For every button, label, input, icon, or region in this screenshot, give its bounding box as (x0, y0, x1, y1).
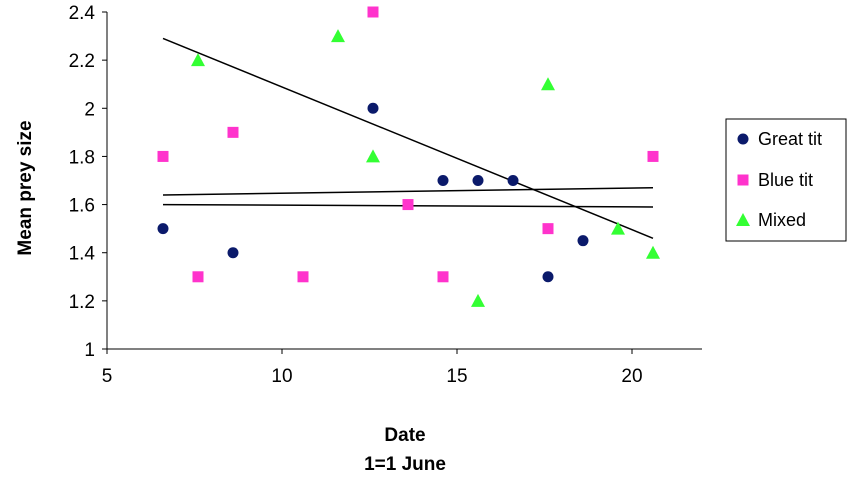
data-point-blue-tit (227, 126, 239, 138)
data-point-blue-tit (437, 271, 449, 283)
legend: Great tit Blue tit Mixed (725, 118, 847, 242)
y-tick-label: 1 (84, 340, 95, 361)
x-axis-title: Date (384, 425, 425, 446)
y-tick-label: 2.2 (69, 51, 95, 72)
x-tick-label: 10 (271, 366, 292, 387)
data-point-blue-tit (542, 223, 554, 235)
legend-label-mixed: Mixed (758, 210, 806, 230)
y-tick-label: 1.4 (69, 244, 96, 265)
data-point-great-tit (507, 175, 519, 186)
data-point-mixed (541, 77, 555, 91)
legend-label-great-tit: Great tit (758, 129, 822, 149)
data-point-great-tit (437, 175, 449, 186)
x-axis-subtitle: 1=1 June (364, 454, 446, 475)
legend-label-blue-tit: Blue tit (758, 170, 813, 190)
data-point-great-tit (472, 175, 484, 186)
data-point-mixed (366, 149, 380, 163)
data-point-mixed (646, 245, 660, 259)
data-point-blue-tit (402, 199, 414, 211)
legend-marker-mixed (736, 213, 750, 226)
x-tick-label: 15 (446, 366, 467, 387)
data-point-blue-tit (647, 150, 659, 162)
x-tick-label: 5 (102, 366, 113, 387)
data-point-blue-tit (192, 271, 204, 283)
y-tick-label: 2 (84, 99, 95, 120)
y-tick-label: 2.4 (69, 3, 96, 24)
data-point-mixed (611, 221, 625, 235)
y-axis-title: Mean prey size (15, 120, 36, 255)
y-tick-label: 1.2 (69, 292, 95, 313)
data-point-great-tit (577, 235, 589, 247)
data-point-great-tit (542, 271, 554, 283)
data-point-great-tit (227, 247, 239, 259)
y-tick-label: 1.6 (69, 196, 95, 217)
axes: 1 1.2 1.4 1.6 1.8 2 2.2 2.4 5 10 15 20 (69, 3, 702, 387)
data-point-blue-tit (367, 6, 379, 18)
y-tick-label: 1.8 (69, 147, 95, 168)
data-point-mixed (471, 293, 485, 307)
trendline-great-tit (162, 186, 654, 196)
legend-marker-great-tit (737, 133, 749, 145)
legend-marker-blue-tit (737, 174, 749, 186)
x-tick-label: 20 (621, 366, 642, 387)
data-points (157, 6, 660, 307)
data-point-blue-tit (297, 271, 309, 283)
trendline-mixed (162, 37, 654, 239)
data-point-great-tit (157, 223, 169, 235)
data-point-mixed (191, 53, 205, 67)
data-point-great-tit (367, 102, 379, 114)
data-point-mixed (331, 29, 345, 43)
data-point-blue-tit (157, 150, 169, 162)
